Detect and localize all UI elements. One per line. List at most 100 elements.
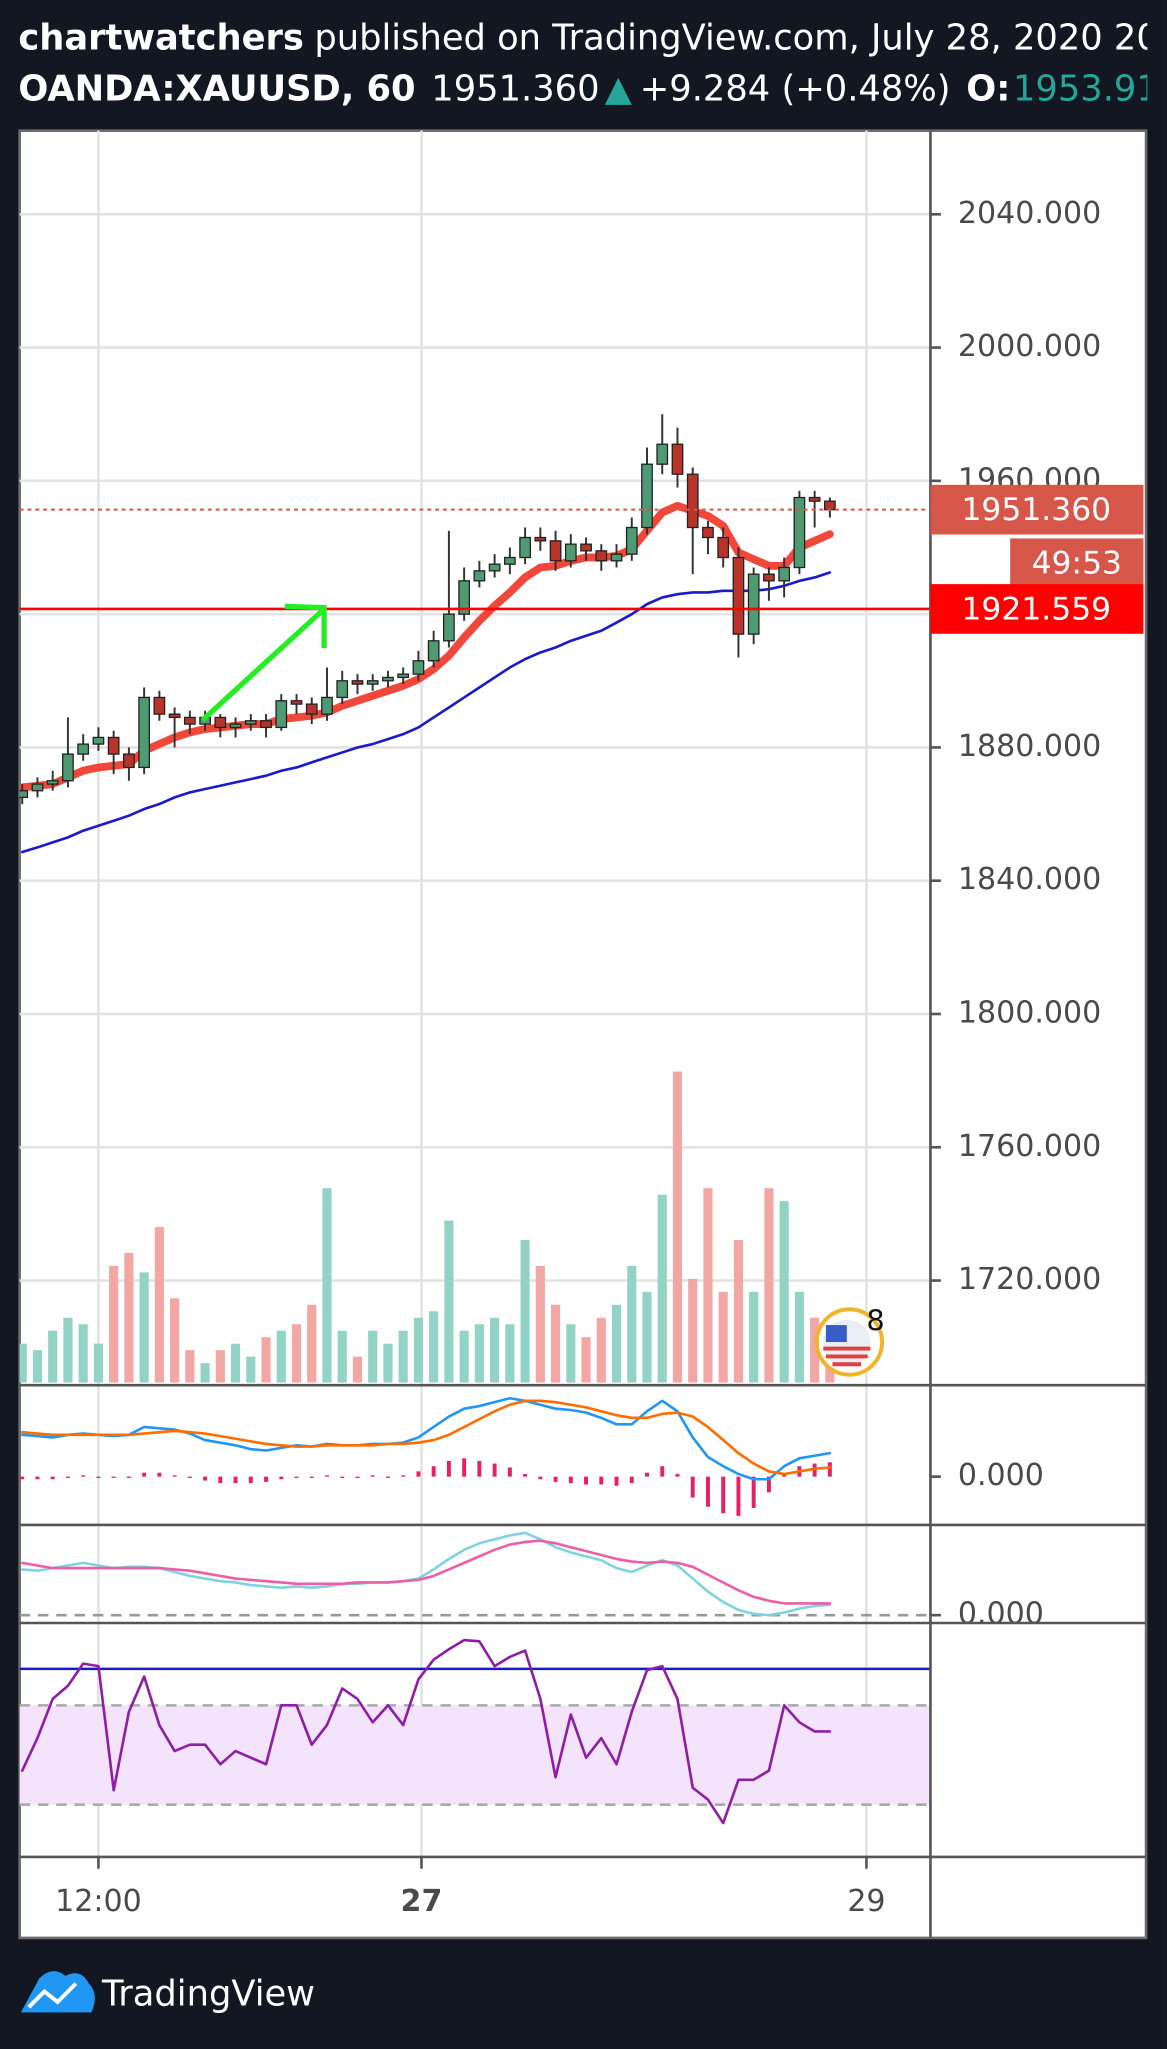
candle-body [107, 736, 120, 755]
volume-bar [672, 1071, 683, 1383]
candle-body [290, 700, 303, 705]
x-tick-label: 27 [401, 1884, 443, 1919]
countdown-box [1010, 538, 1144, 589]
publish-line: chartwatchers published on TradingView.co… [18, 18, 1167, 59]
change-arrow: ▲ [605, 69, 633, 110]
brand[interactable]: TradingView [101, 1973, 315, 2014]
histogram-bar [294, 1476, 299, 1478]
volume-bar [93, 1343, 103, 1383]
volume-bar [596, 1317, 606, 1383]
volume-bar [185, 1350, 195, 1383]
histogram-bar [431, 1466, 436, 1477]
volume-bar [535, 1265, 545, 1383]
price-label-box [930, 584, 1144, 634]
volume-bar [657, 1194, 667, 1383]
last-price: 1951.360 [431, 69, 599, 110]
histogram-bar [233, 1476, 238, 1484]
candle-body [686, 473, 699, 529]
volume-bar [322, 1188, 332, 1383]
candle-body [732, 556, 745, 635]
candle-body [19, 790, 29, 799]
candle-body [123, 753, 135, 769]
symbol: OANDA:XAUUSD, 60 [18, 69, 415, 110]
volume-bar [63, 1317, 73, 1383]
candle-body [580, 543, 592, 552]
volume-bar [337, 1330, 347, 1383]
histogram-bar [766, 1476, 771, 1493]
y-tick-label: 1840.000 [958, 862, 1101, 897]
histogram-bar [20, 1476, 25, 1480]
y-tick-label: 1720.000 [958, 1262, 1101, 1297]
candle-body [412, 660, 425, 675]
candle-body [305, 703, 318, 715]
header: chartwatchers published on TradingView.co… [18, 18, 1167, 110]
indicator-line [20, 1539, 832, 1605]
candle-body [763, 573, 775, 582]
quote-line: OANDA:XAUUSD, 60 1951.360 ▲ +9.284 (+0.48%)… [18, 69, 1167, 110]
logo [20, 1971, 95, 2013]
histogram-bar [645, 1472, 649, 1477]
candle-body [62, 753, 74, 782]
histogram-bar [782, 1474, 787, 1477]
volume-bar [413, 1317, 424, 1383]
histogram-bar [126, 1476, 131, 1478]
grid [19, 130, 931, 1857]
candle-body [564, 543, 577, 562]
volume-bar [383, 1343, 393, 1383]
price-label-box [930, 484, 1144, 535]
histogram-bar [385, 1476, 390, 1478]
volume-bar [505, 1324, 515, 1383]
histogram-bar [355, 1476, 360, 1478]
volume-bar [779, 1201, 789, 1383]
volume-bar [520, 1240, 530, 1383]
histogram-bar [584, 1476, 589, 1485]
candle-body [519, 536, 531, 559]
candle-body [702, 526, 714, 539]
volume-bar [810, 1317, 820, 1383]
published: published on TradingView.com, July 28, 2… [314, 18, 1167, 59]
volume-bar [566, 1324, 576, 1383]
candle-body [625, 526, 638, 555]
volume-bar [291, 1324, 302, 1383]
histogram-bar [264, 1476, 269, 1482]
countdown: 49:53 [1032, 546, 1122, 582]
axes: 12:00 27 29 1720.000 1760.000 1800.000 1840.00… [55, 196, 1101, 1919]
event-icon[interactable]: 8 [814, 1303, 885, 1377]
candle-body [671, 443, 684, 475]
volume-bar [459, 1330, 469, 1383]
histogram-bar [65, 1476, 70, 1478]
histogram-bar [599, 1476, 604, 1485]
candle-body [351, 680, 364, 685]
candle-body [747, 573, 760, 635]
candle-body [46, 780, 59, 785]
candle-body [458, 580, 471, 615]
candle-body [595, 550, 608, 562]
volume-bar [154, 1227, 164, 1383]
user[interactable]: chartwatchers [18, 18, 304, 59]
chart-frame [18, 129, 1148, 1940]
histogram-bar [401, 1475, 406, 1477]
volume-bar [230, 1343, 241, 1383]
histogram-bar [370, 1475, 375, 1477]
candle-body [503, 556, 516, 565]
candle-body [397, 673, 410, 679]
histogram-bar [614, 1476, 619, 1486]
volume-bar [124, 1252, 134, 1383]
candle-body [610, 553, 623, 562]
candle-body [183, 716, 196, 725]
volume-bar [170, 1298, 180, 1383]
volume-bar [32, 1350, 43, 1383]
footer: TradingView [20, 1971, 315, 2014]
moving-average [20, 571, 832, 854]
candle-body [443, 613, 455, 642]
candle-body [153, 696, 166, 715]
histogram-bar [706, 1476, 710, 1507]
histogram-bar [446, 1460, 451, 1477]
price-label: 1921.559 [961, 591, 1111, 627]
volume-bar [581, 1337, 591, 1383]
histogram-bar [660, 1466, 665, 1477]
x-tick-label: 12:00 [55, 1884, 142, 1919]
y-tick-label: 2040.000 [958, 196, 1101, 231]
histogram-bar [523, 1474, 528, 1477]
histogram-bar [309, 1476, 314, 1478]
